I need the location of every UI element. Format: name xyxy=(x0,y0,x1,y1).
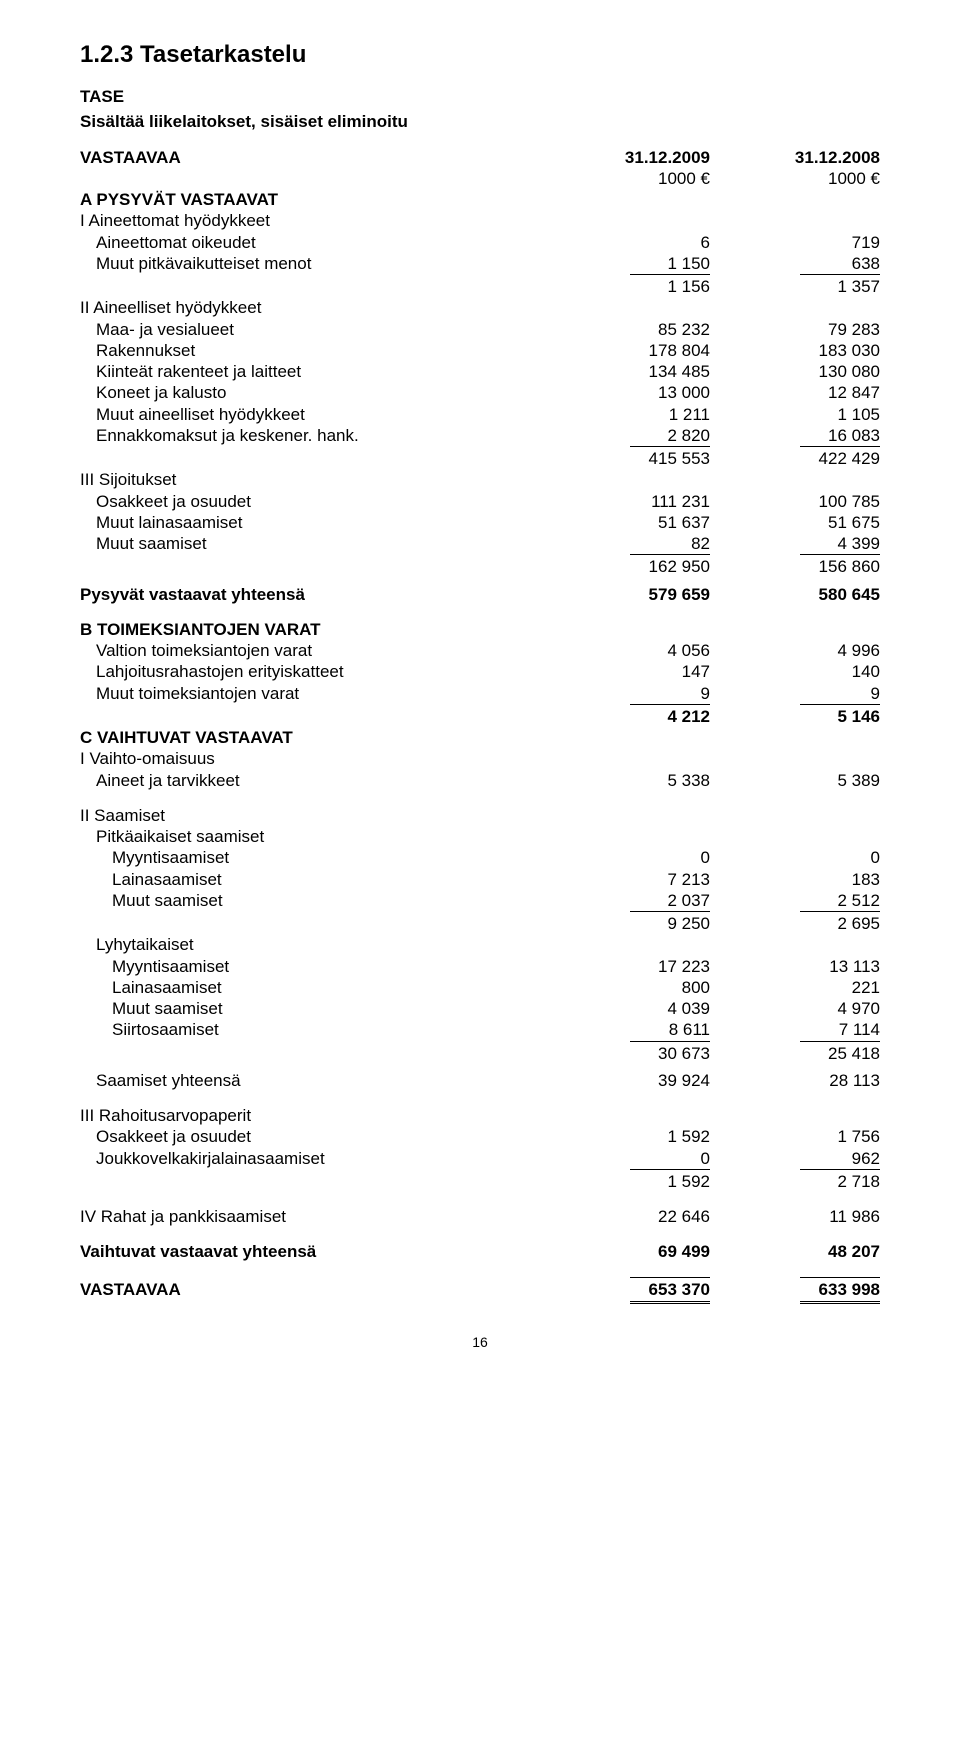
row-lyhyt-lainasaamiset: Lainasaamiset 800 221 xyxy=(80,977,880,998)
section-c-title: C VAIHTUVAT VASTAAVAT xyxy=(80,727,880,748)
sum-lyhyt: 30 673 25 418 xyxy=(80,1041,880,1064)
row-lyhyt-muut-saamiset: Muut saamiset 4 039 4 970 xyxy=(80,998,880,1019)
sub-lyhytaikaiset-title: Lyhytaikaiset xyxy=(80,934,880,955)
header-label: VASTAAVAA xyxy=(80,147,540,168)
row-c3-joukkovelkakirja: Joukkovelkakirjalainasaamiset 0 962 xyxy=(80,1148,880,1169)
section-a-title: A PYSYVÄT VASTAAVAT xyxy=(80,189,880,210)
row-saamiset-yhteensa: Saamiset yhteensä 39 924 28 113 xyxy=(80,1070,880,1091)
row-valtion-toimeksiantojen: Valtion toimeksiantojen varat 4 056 4 99… xyxy=(80,640,880,661)
page: 1.2.3 Tasetarkastelu TASE Sisältää liike… xyxy=(0,0,960,1391)
sum-a3: 162 950 156 860 xyxy=(80,554,880,577)
row-lahjoitusrahastojen: Lahjoitusrahastojen erityiskatteet 147 1… xyxy=(80,661,880,682)
row-aineet-tarvikkeet: Aineet ja tarvikkeet 5 338 5 389 xyxy=(80,770,880,791)
group-a1-title: I Aineettomat hyödykkeet xyxy=(80,210,880,231)
sum-a2: 415 553 422 429 xyxy=(80,446,880,469)
row-pitka-myyntisaamiset: Myyntisaamiset 0 0 xyxy=(80,847,880,868)
page-number: 16 xyxy=(80,1334,880,1352)
row-rakennukset: Rakennukset 178 804 183 030 xyxy=(80,340,880,361)
sub-pitkaaikaiset-title: Pitkäaikaiset saamiset xyxy=(80,826,880,847)
row-maa-vesialueet: Maa- ja vesialueet 85 232 79 283 xyxy=(80,319,880,340)
grand-total-vastaavaa: VASTAAVAA 653 370 633 998 xyxy=(80,1277,880,1304)
row-pitka-muut-saamiset: Muut saamiset 2 037 2 512 xyxy=(80,890,880,911)
row-kiinteat-rakenteet: Kiinteät rakenteet ja laitteet 134 485 1… xyxy=(80,361,880,382)
header-date-2: 31.12.2008 xyxy=(710,147,880,168)
row-lyhyt-myyntisaamiset: Myyntisaamiset 17 223 13 113 xyxy=(80,956,880,977)
section-number-title: 1.2.3 Tasetarkastelu xyxy=(80,40,880,70)
group-c2-title: II Saamiset xyxy=(80,805,880,826)
row-muut-pitkavaikutteiset: Muut pitkävaikutteiset menot 1 150 638 xyxy=(80,253,880,274)
row-muut-aineelliset: Muut aineelliset hyödykkeet 1 211 1 105 xyxy=(80,404,880,425)
header-units: 1000 € 1000 € xyxy=(80,168,880,189)
row-osakkeet-osuudet: Osakkeet ja osuudet 111 231 100 785 xyxy=(80,491,880,512)
header-unit-2: 1000 € xyxy=(710,168,880,189)
section-b-title: B TOIMEKSIANTOJEN VARAT xyxy=(80,619,880,640)
total-pysyvat: Pysyvät vastaavat yhteensä 579 659 580 6… xyxy=(80,584,880,605)
group-a3-title: III Sijoitukset xyxy=(80,469,880,490)
sum-a1: 1 156 1 357 xyxy=(80,274,880,297)
header-unit-1: 1000 € xyxy=(540,168,710,189)
total-vaihtuvat: Vaihtuvat vastaavat yhteensä 69 499 48 2… xyxy=(80,1241,880,1262)
row-lyhyt-siirtosaamiset: Siirtosaamiset 8 611 7 114 xyxy=(80,1019,880,1040)
group-c3-title: III Rahoitusarvopaperit xyxy=(80,1105,880,1126)
row-aineettomat-oikeudet: Aineettomat oikeudet 6 719 xyxy=(80,232,880,253)
header-date-1: 31.12.2009 xyxy=(540,147,710,168)
group-a2-title: II Aineelliset hyödykkeet xyxy=(80,297,880,318)
row-muut-lainasaamiset: Muut lainasaamiset 51 637 51 675 xyxy=(80,512,880,533)
tase-subheading: Sisältää liikelaitokset, sisäiset elimin… xyxy=(80,111,880,132)
row-muut-saamiset-a3: Muut saamiset 82 4 399 xyxy=(80,533,880,554)
row-rahat-pankkisaamiset: IV Rahat ja pankkisaamiset 22 646 11 986 xyxy=(80,1206,880,1227)
group-c1-title: I Vaihto-omaisuus xyxy=(80,748,880,769)
sum-pitka: 9 250 2 695 xyxy=(80,911,880,934)
header-row: VASTAAVAA 31.12.2009 31.12.2008 xyxy=(80,147,880,168)
row-ennakkomaksut: Ennakkomaksut ja keskener. hank. 2 820 1… xyxy=(80,425,880,446)
tase-heading: TASE xyxy=(80,86,880,107)
sum-c3: 1 592 2 718 xyxy=(80,1169,880,1192)
sum-b: 4 212 5 146 xyxy=(80,704,880,727)
row-c3-osakkeet: Osakkeet ja osuudet 1 592 1 756 xyxy=(80,1126,880,1147)
row-pitka-lainasaamiset: Lainasaamiset 7 213 183 xyxy=(80,869,880,890)
row-koneet-kalusto: Koneet ja kalusto 13 000 12 847 xyxy=(80,382,880,403)
row-muut-toimeksiantojen: Muut toimeksiantojen varat 9 9 xyxy=(80,683,880,704)
